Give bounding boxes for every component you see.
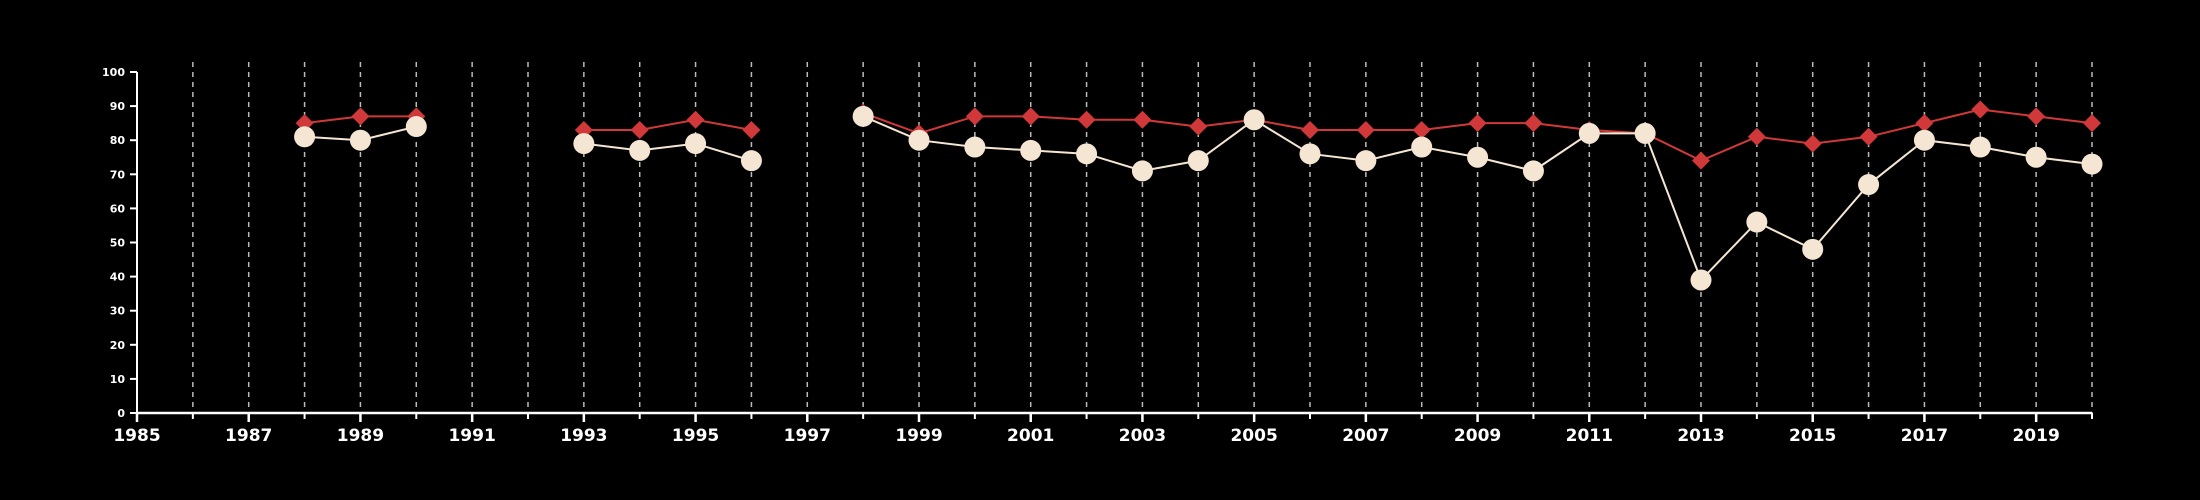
diamond-point-2002 (1077, 110, 1096, 129)
circle-point-1999 (908, 129, 930, 151)
x-tick-label-2001: 2001 (1007, 426, 1054, 446)
y-tick-label-10: 10 (110, 373, 126, 386)
circle-point-2010 (1522, 160, 1544, 182)
diamond-point-1994 (630, 120, 649, 139)
circle-point-2007 (1355, 150, 1377, 172)
x-tick-label-1995: 1995 (672, 426, 719, 446)
y-tick-label-100: 100 (102, 66, 125, 79)
circle-point-2008 (1411, 136, 1433, 158)
circle-point-2016 (1858, 174, 1880, 196)
circle-point-2015 (1802, 238, 1824, 260)
data-series (294, 100, 2103, 291)
circle-point-1996 (740, 150, 762, 172)
diamond-point-2010 (1524, 114, 1543, 133)
y-tick-label-30: 30 (110, 305, 126, 318)
circle-point-2000 (964, 136, 986, 158)
diamond-point-2000 (965, 107, 984, 126)
circle-point-2013 (1690, 269, 1712, 291)
x-tick-label-1985: 1985 (113, 426, 160, 446)
series-diamond-line-1 (583, 118, 752, 131)
y-tick-label-50: 50 (110, 237, 126, 250)
x-tick-label-1989: 1989 (337, 426, 384, 446)
circle-point-2003 (1131, 160, 1153, 182)
x-tick-label-1997: 1997 (784, 426, 831, 446)
circle-point-2012 (1634, 122, 1656, 144)
diamond-point-1995 (686, 110, 705, 129)
x-tick-label-2015: 2015 (1789, 426, 1836, 446)
diamond-point-2019 (2027, 107, 2046, 126)
circle-point-2014 (1746, 211, 1768, 233)
diamond-point-2006 (1301, 120, 1319, 139)
diamond-point-2020 (2083, 114, 2101, 133)
circle-point-1994 (629, 139, 651, 161)
y-tick-label-20: 20 (110, 339, 126, 352)
x-tick-label-2017: 2017 (1901, 426, 1948, 446)
circle-point-1993 (573, 133, 595, 155)
y-tick-label-60: 60 (110, 202, 126, 215)
y-tick-label-70: 70 (110, 168, 126, 181)
circle-point-2004 (1187, 150, 1209, 172)
diamond-point-2009 (1468, 114, 1487, 133)
x-tick-label-1999: 1999 (895, 426, 942, 446)
x-tick-label-2003: 2003 (1119, 426, 1166, 446)
circle-point-2006 (1299, 143, 1321, 165)
diamond-point-2013 (1692, 151, 1710, 170)
diamond-point-2017 (1915, 114, 1934, 133)
circle-point-2002 (1076, 143, 1098, 165)
diamond-point-2003 (1133, 110, 1152, 129)
diamond-point-2001 (1021, 107, 1040, 126)
circle-point-2009 (1467, 146, 1489, 168)
series-circle (294, 105, 2103, 291)
diamond-point-2014 (1747, 127, 1766, 146)
x-tick-label-2009: 2009 (1454, 426, 1501, 446)
circle-point-2017 (1913, 129, 1935, 151)
x-tick-label-2005: 2005 (1230, 426, 1277, 446)
circle-point-2001 (1020, 139, 1042, 161)
y-tick-label-40: 40 (110, 271, 126, 284)
circle-point-1988 (294, 126, 316, 148)
axes: 0 10 20 30 40 50 60 70 80 90 100 1985 1987 1989 1991 19… (102, 66, 2093, 446)
circle-point-2005 (1243, 109, 1265, 131)
y-tick-label-80: 80 (110, 134, 126, 147)
series-circle-line-1 (583, 142, 752, 162)
y-tick-label-0: 0 (117, 407, 125, 420)
x-tick-label-2013: 2013 (1677, 426, 1724, 446)
circle-point-1989 (349, 129, 371, 151)
circle-point-2018 (1969, 136, 1991, 158)
diamond-point-2015 (1803, 134, 1822, 153)
x-tick-label-2007: 2007 (1342, 426, 1389, 446)
vertical-gridlines (192, 62, 2093, 413)
diamond-point-2008 (1412, 120, 1431, 139)
x-tick-label-2019: 2019 (2012, 426, 2059, 446)
circle-point-1998 (852, 105, 874, 127)
diamond-point-2004 (1189, 117, 1208, 136)
x-tick-label-1991: 1991 (448, 426, 495, 446)
diamond-point-1989 (351, 107, 370, 126)
circle-point-1990 (405, 116, 427, 138)
x-tick-label-1993: 1993 (560, 426, 607, 446)
diamond-point-1996 (742, 120, 761, 139)
circle-point-2019 (2025, 146, 2047, 168)
x-tick-label-1987: 1987 (225, 426, 272, 446)
diamond-point-2016 (1859, 127, 1878, 146)
circle-point-2020 (2081, 153, 2103, 175)
x-tick-label-2011: 2011 (1566, 426, 1613, 446)
y-tick-label-90: 90 (110, 100, 126, 113)
circle-point-2011 (1578, 122, 1600, 144)
diamond-point-2018 (1971, 100, 1990, 119)
diamond-point-2007 (1356, 120, 1375, 139)
circle-point-1995 (685, 133, 707, 155)
